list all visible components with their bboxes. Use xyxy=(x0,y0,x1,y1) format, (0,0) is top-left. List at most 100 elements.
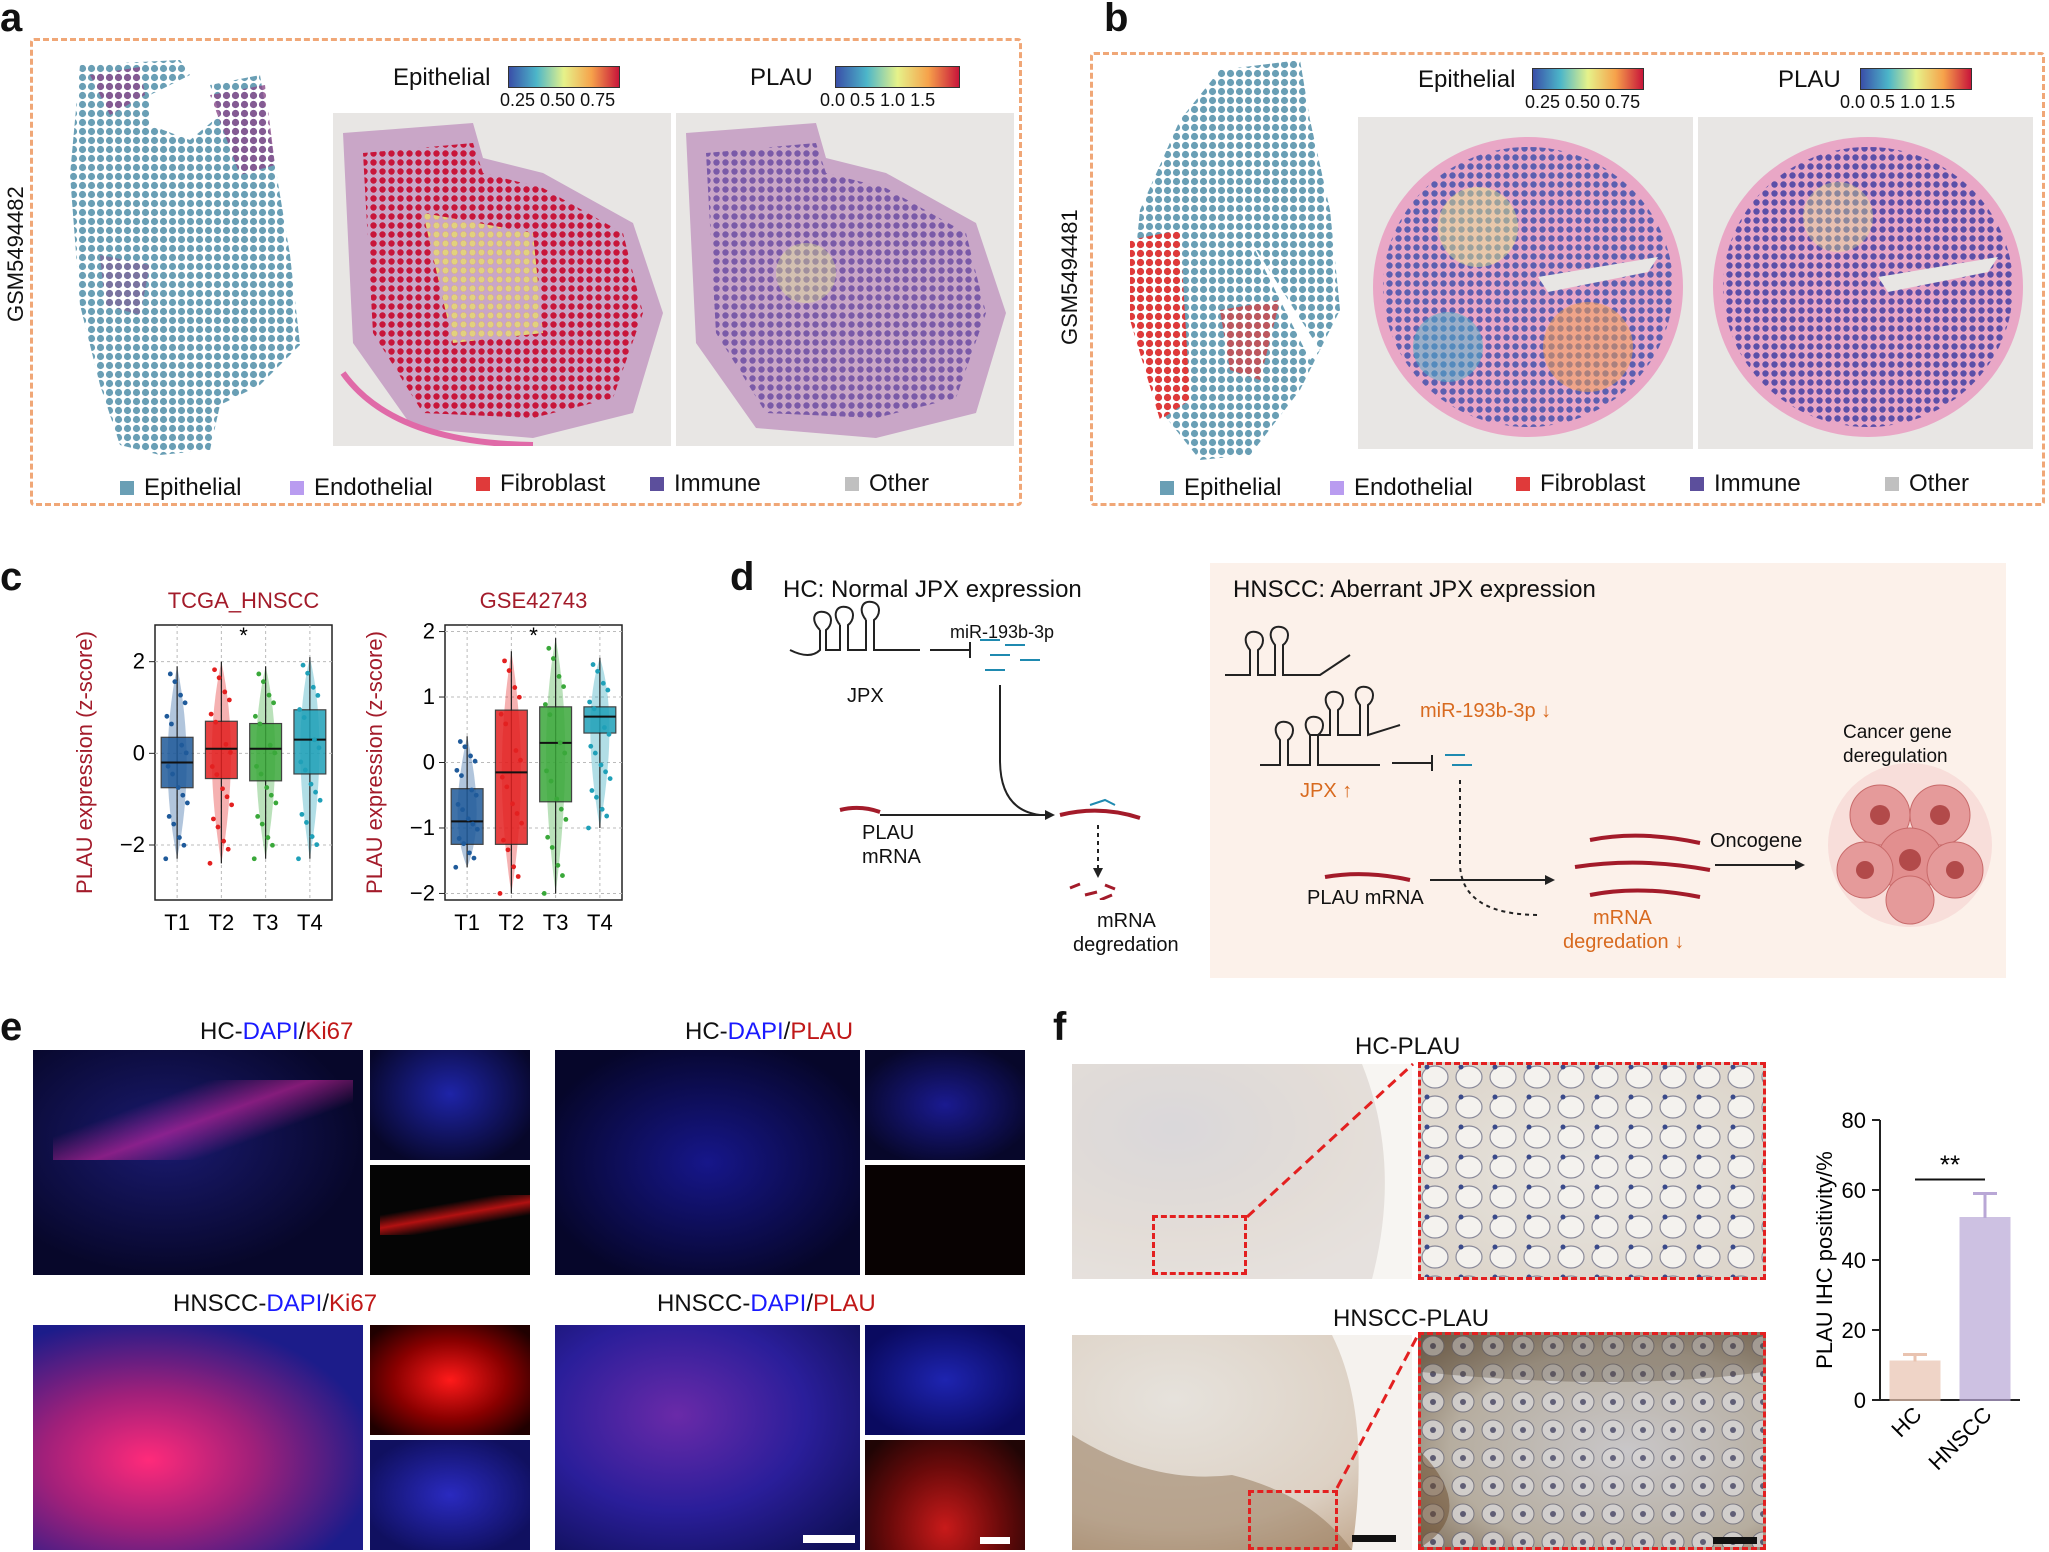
data-point xyxy=(255,814,261,819)
legend-item-epithelial-a: Epithelial xyxy=(120,474,241,502)
hnscc-deg-label-2: degredation ↓ xyxy=(1563,931,1685,953)
data-point xyxy=(588,743,594,749)
data-point xyxy=(468,753,473,759)
data-point xyxy=(561,684,566,690)
legend-label: Epithelial xyxy=(144,474,242,501)
f-title-hc: HC-PLAU xyxy=(1355,1033,1461,1060)
legend-label: Other xyxy=(1909,470,1970,497)
if-hc-plau-merge xyxy=(555,1050,860,1275)
data-point xyxy=(180,792,186,798)
boxplot-gse42743: GSE42743 −2 −1 0 1 2 T1 T2 T3 T4 * PLAU expression … xyxy=(362,588,623,935)
data-point xyxy=(302,767,308,773)
colorbar-title-plau-b: PLAU xyxy=(1778,66,1841,93)
cancer-label-1: Cancer gene xyxy=(1843,722,1952,743)
ihc-hc-zoom-frame xyxy=(1418,1062,1766,1280)
hnscc-diagram-graphics xyxy=(1225,625,1992,927)
e-title-hnscc-plau: HNSCC-DAPI/PLAU xyxy=(657,1290,876,1318)
data-point xyxy=(310,684,316,690)
data-point xyxy=(207,860,213,866)
data-point xyxy=(473,792,479,798)
data-point xyxy=(518,757,523,763)
data-point xyxy=(254,763,259,769)
plot-frame xyxy=(154,624,333,901)
data-point xyxy=(562,750,568,756)
box-t1 xyxy=(450,736,484,870)
he-overlay-epithelial-b xyxy=(1358,117,1693,449)
ihc-hnscc-zoom xyxy=(1418,1332,1766,1550)
data-point xyxy=(586,825,591,831)
data-point xyxy=(550,656,556,661)
data-point xyxy=(512,685,518,690)
ihc-hnscc-zoom-roi xyxy=(1248,1490,1338,1550)
legend-item-epithelial-b: Epithelial xyxy=(1160,474,1281,502)
hc-plau-mrna-icon xyxy=(839,805,881,814)
hc-mirna-icon xyxy=(980,639,1040,671)
box-t2 xyxy=(204,661,238,866)
e-title-dapi: DAPI xyxy=(266,1290,323,1317)
hc-mir-label: miR-193b-3p xyxy=(950,622,1055,642)
ihc-hc-zoom xyxy=(1418,1062,1766,1280)
hc-diagram-graphics xyxy=(789,600,1141,900)
data-point xyxy=(225,846,231,852)
data-point xyxy=(267,742,273,748)
data-point xyxy=(170,771,175,777)
data-point xyxy=(221,838,227,844)
data-point xyxy=(305,670,310,676)
data-point xyxy=(474,826,480,832)
legend-swatch-endothelial xyxy=(1330,481,1344,495)
data-point xyxy=(606,731,612,737)
data-point xyxy=(547,712,553,718)
oncogene-label: Oncogene xyxy=(1710,830,1803,852)
legend-label: Endothelial xyxy=(314,474,433,501)
data-point xyxy=(457,739,463,744)
colorbar-title-plau-a: PLAU xyxy=(750,64,813,91)
he-overlay-plau-a xyxy=(676,113,1014,446)
colorbar-epithelial-a xyxy=(508,66,620,88)
x-tick-label: T4 xyxy=(587,910,613,935)
e-title-marker: PLAU xyxy=(813,1290,876,1317)
data-point xyxy=(546,645,552,651)
data-point xyxy=(228,750,233,755)
data-point xyxy=(605,687,611,693)
hnscc-mir-label: miR-193b-3p ↓ xyxy=(1420,700,1552,722)
data-point xyxy=(314,842,320,848)
scale-bar xyxy=(1713,1537,1757,1544)
panel-a-frame xyxy=(30,38,1022,506)
legend-swatch-epithelial xyxy=(1160,481,1174,495)
hc-jpx-rna-icon xyxy=(789,600,920,656)
legend-label: Endothelial xyxy=(1354,474,1473,501)
data-point xyxy=(224,794,230,800)
box xyxy=(583,706,617,734)
colorbar-ticks-plau-b: 0.0 0.5 1.0 1.5 xyxy=(1840,92,1956,112)
data-point xyxy=(467,850,472,856)
panel-label-b: b xyxy=(1104,0,1129,40)
boxplot-tcga-hnscc: TCGA_HNSCC −2 0 2 T1 T2 T3 T4 * PLAU expression (… xyxy=(72,588,333,935)
y-axis-label: PLAU expression (z-score) xyxy=(362,631,387,894)
box-t3 xyxy=(249,666,283,862)
hnscc-plau-mrna-icon xyxy=(1324,872,1411,882)
colorbar-plau-b xyxy=(1860,68,1972,90)
data-point xyxy=(515,874,521,879)
x-tick-label: T3 xyxy=(253,910,279,935)
y-tick-label: 80 xyxy=(1842,1108,1866,1133)
legend-item-endothelial-b: Endothelial xyxy=(1330,474,1473,502)
scale-bar xyxy=(1352,1535,1396,1542)
data-point xyxy=(513,748,519,753)
if-hc-ki67-marker xyxy=(370,1165,530,1275)
data-point xyxy=(471,855,477,861)
if-hc-ki67-dapi xyxy=(370,1050,530,1160)
data-point xyxy=(211,816,216,822)
panel-b-frame xyxy=(1090,52,2045,506)
e-title-marker: Ki67 xyxy=(305,1018,354,1045)
ihc-hc-zoom-roi xyxy=(1152,1215,1247,1275)
x-tick-label: HC xyxy=(1886,1402,1926,1442)
x-tick-label: T2 xyxy=(209,910,235,935)
e-title-prefix: HC- xyxy=(685,1018,728,1045)
legend-item-other-b: Other xyxy=(1885,470,1969,498)
data-point xyxy=(164,713,170,719)
data-point xyxy=(592,750,598,756)
legend-label: Immune xyxy=(1714,470,1801,497)
f-title-hnscc: HNSCC-PLAU xyxy=(1333,1305,1490,1332)
data-point xyxy=(472,758,478,764)
legend-item-endothelial-a: Endothelial xyxy=(290,474,433,502)
